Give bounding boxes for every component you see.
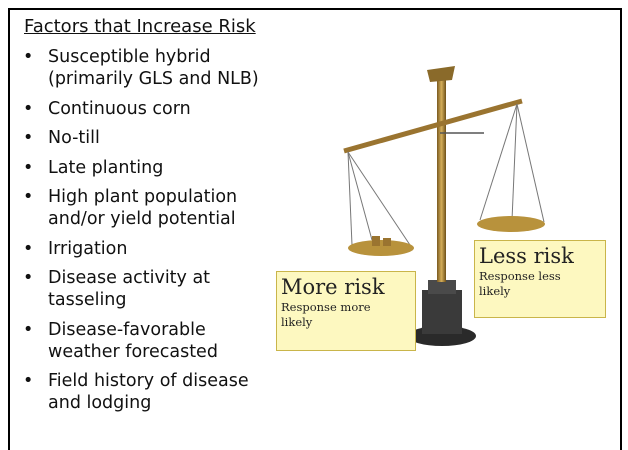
bullet-line: weather forecasted [48,341,259,363]
bullet-line: Late planting [48,157,259,179]
bullet-line: Continuous corn [48,98,259,120]
bullet-item: Late planting [20,157,259,179]
callout-text: likely [479,284,601,299]
callout-heading: Less risk [479,243,601,269]
bullet-line: tasseling [48,289,259,311]
bullet-item: No-till [20,127,259,149]
page: Factors that Increase Risk Susceptible h… [0,0,628,436]
bullet-line: Disease-favorable [48,319,259,341]
callout-text: Response less [479,269,601,284]
bullet-item: Susceptible hybrid(primarily GLS and NLB… [20,46,259,90]
slide-title: Factors that Increase Risk [24,16,256,37]
bullet-item: Continuous corn [20,98,259,120]
bullet-line: (primarily GLS and NLB) [48,68,259,90]
bullet-line: Disease activity at [48,267,259,289]
bullet-line: High plant population [48,186,259,208]
bullet-line: Field history of disease [48,370,259,392]
bullet-line: and/or yield potential [48,208,259,230]
bullet-line: Irrigation [48,238,259,260]
callout-text: likely [281,315,411,330]
callout-heading: More risk [281,274,411,300]
bullet-line: and lodging [48,392,259,414]
bullet-line: Susceptible hybrid [48,46,259,68]
bullet-item: Irrigation [20,238,259,260]
bullet-line: No-till [48,127,259,149]
bullet-list: Susceptible hybrid(primarily GLS and NLB… [20,46,259,422]
callout-text: Response more [281,300,411,315]
